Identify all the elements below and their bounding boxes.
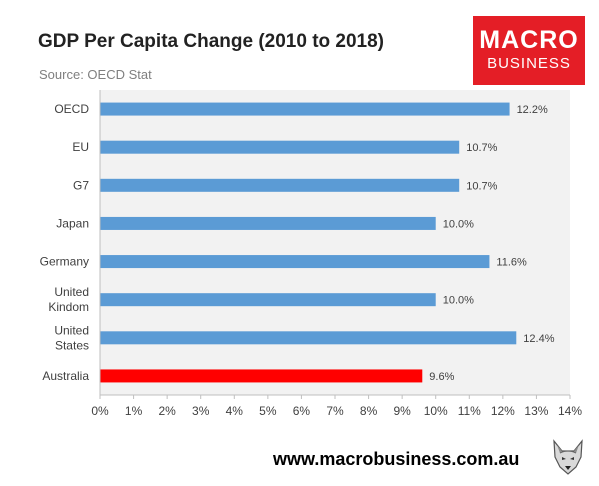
x-tick-label: 7% [326, 404, 344, 418]
data-label: 12.2% [517, 104, 548, 116]
data-label: 10.7% [466, 142, 497, 154]
category-label: OECD [54, 102, 89, 116]
x-tick-label: 2% [158, 404, 176, 418]
data-label: 12.4% [523, 333, 554, 345]
bar-united-kindom [100, 293, 436, 307]
bar-united-states [100, 331, 517, 345]
logo-line-business: BUSINESS [487, 55, 571, 72]
bar-germany [100, 255, 490, 269]
x-tick-label: 14% [558, 404, 582, 418]
x-tick-label: 1% [125, 404, 143, 418]
data-label: 10.0% [443, 295, 474, 307]
bar-g7 [100, 178, 460, 192]
x-tick-label: 8% [360, 404, 378, 418]
category-label: G7 [73, 178, 89, 192]
macrobusiness-logo[interactable]: MACRO BUSINESS [473, 16, 585, 85]
x-tick-label: 9% [393, 404, 411, 418]
category-label: Germany [40, 255, 89, 269]
bar-eu [100, 140, 460, 154]
category-label: States [55, 338, 89, 352]
data-label: 11.6% [496, 257, 527, 269]
footer-url[interactable]: www.macrobusiness.com.au [273, 449, 520, 469]
x-tick-label: 12% [491, 404, 515, 418]
x-tick-label: 5% [259, 404, 277, 418]
data-label: 10.7% [466, 180, 497, 192]
logo-line-macro: MACRO [479, 26, 579, 54]
chart-source: Source: OECD Stat [39, 67, 152, 82]
category-label: Kindom [48, 300, 89, 314]
category-label: Australia [42, 369, 89, 383]
category-label: United [54, 285, 89, 299]
x-tick-label: 0% [91, 404, 109, 418]
x-tick-label: 3% [192, 404, 210, 418]
bar-oecd [100, 102, 510, 116]
category-label: Japan [56, 216, 89, 230]
category-label: EU [72, 140, 89, 154]
x-tick-label: 6% [293, 404, 311, 418]
bar-australia [100, 369, 423, 383]
x-tick-label: 4% [226, 404, 244, 418]
wolf-head-icon [548, 437, 588, 477]
plot-area [100, 90, 570, 395]
bar-japan [100, 216, 436, 230]
chart-title: GDP Per Capita Change (2010 to 2018) [38, 31, 384, 52]
x-tick-label: 11% [458, 404, 481, 418]
x-tick-label: 10% [424, 404, 448, 418]
data-label: 10.0% [443, 218, 474, 230]
x-tick-label: 13% [524, 404, 548, 418]
data-label: 9.6% [429, 371, 454, 383]
category-label: United [54, 323, 89, 337]
